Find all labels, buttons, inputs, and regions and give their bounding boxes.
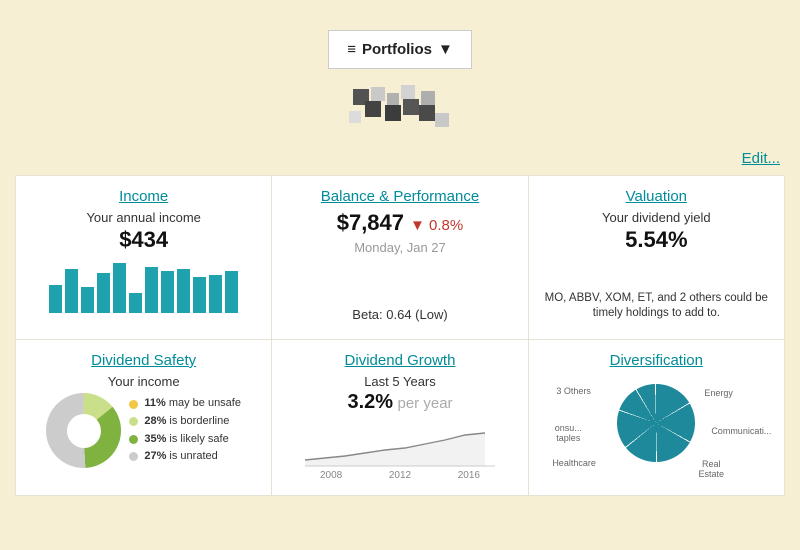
edit-link[interactable]: Edit...	[742, 150, 780, 167]
menu-icon: ≡	[347, 41, 356, 58]
balance-title-link[interactable]: Balance & Performance	[321, 188, 479, 205]
bar	[177, 269, 190, 313]
bar	[209, 275, 222, 313]
down-arrow-icon: ▼	[410, 217, 425, 234]
legend-dot	[129, 435, 138, 444]
bar	[81, 287, 94, 313]
portfolios-label: Portfolios	[362, 41, 432, 58]
card-diversification: Diversification EnergyCommunicati...Real…	[529, 340, 784, 495]
pie-label: Energy	[704, 388, 733, 398]
bar	[113, 263, 126, 313]
valuation-note: MO, ABBV, XOM, ET, and 2 others could be…	[539, 291, 774, 327]
pie-label: Real Estate	[691, 460, 731, 480]
redacted-title-image	[335, 83, 465, 128]
balance-beta: Beta: 0.64 (Low)	[352, 307, 447, 327]
growth-unit: per year	[398, 395, 453, 412]
bar	[129, 293, 142, 313]
bar	[161, 271, 174, 313]
growth-title-link[interactable]: Dividend Growth	[345, 352, 456, 369]
axis-label: 2008	[320, 470, 342, 481]
legend-row: 27% is unrated	[129, 448, 241, 466]
safety-legend: 11% may be unsafe28% is borderline35% is…	[129, 395, 241, 465]
safety-title-link[interactable]: Dividend Safety	[91, 352, 196, 369]
diversification-pie-chart	[617, 384, 695, 462]
growth-line-chart	[305, 420, 495, 468]
card-safety: Dividend Safety Your income 11% may be u…	[16, 340, 271, 495]
legend-row: 28% is borderline	[129, 413, 241, 431]
legend-row: 11% may be unsafe	[129, 395, 241, 413]
income-title-link[interactable]: Income	[119, 188, 168, 205]
balance-change: ▼ 0.8%	[410, 217, 463, 234]
legend-dot	[129, 417, 138, 426]
pie-label: 3 Others	[556, 386, 591, 396]
growth-value: 3.2%	[347, 391, 393, 413]
diversification-title-link[interactable]: Diversification	[610, 352, 703, 369]
bar	[97, 273, 110, 313]
card-income: Income Your annual income $434	[16, 176, 271, 339]
valuation-title-link[interactable]: Valuation	[626, 188, 687, 205]
bar	[193, 277, 206, 313]
bar	[225, 271, 238, 313]
legend-dot	[129, 400, 138, 409]
income-value: $434	[119, 227, 168, 253]
legend-row: 35% is likely safe	[129, 431, 241, 449]
safety-donut-chart	[46, 393, 121, 468]
legend-dot	[129, 452, 138, 461]
diversification-pie-wrap: EnergyCommunicati...Real EstateHealthcar…	[546, 378, 766, 478]
growth-subtitle: Last 5 Years	[364, 374, 436, 389]
safety-subtitle: Your income	[108, 374, 180, 389]
valuation-value: 5.54%	[625, 227, 687, 253]
axis-label: 2012	[389, 470, 411, 481]
card-valuation: Valuation Your dividend yield 5.54% MO, …	[529, 176, 784, 339]
pie-label: Healthcare	[552, 458, 596, 468]
pie-label: Communicati...	[711, 426, 771, 436]
pie-label: onsu...taples	[548, 424, 588, 444]
card-growth: Dividend Growth Last 5 Years 3.2% per ye…	[272, 340, 527, 495]
bar	[145, 267, 158, 313]
bar	[49, 285, 62, 313]
growth-axis: 2008 2012 2016	[310, 470, 490, 481]
chevron-down-icon: ▼	[438, 41, 453, 58]
portfolios-dropdown[interactable]: ≡ Portfolios ▼	[328, 30, 472, 69]
bar	[65, 269, 78, 313]
income-bar-chart	[49, 263, 238, 313]
dashboard-grid: Income Your annual income $434 Balance &…	[15, 175, 785, 496]
axis-label: 2016	[458, 470, 480, 481]
valuation-subtitle: Your dividend yield	[602, 210, 711, 225]
balance-value: $7,847	[337, 210, 404, 236]
card-balance: Balance & Performance $7,847 ▼ 0.8% Mond…	[272, 176, 527, 339]
income-subtitle: Your annual income	[86, 210, 200, 225]
balance-date: Monday, Jan 27	[354, 240, 446, 255]
